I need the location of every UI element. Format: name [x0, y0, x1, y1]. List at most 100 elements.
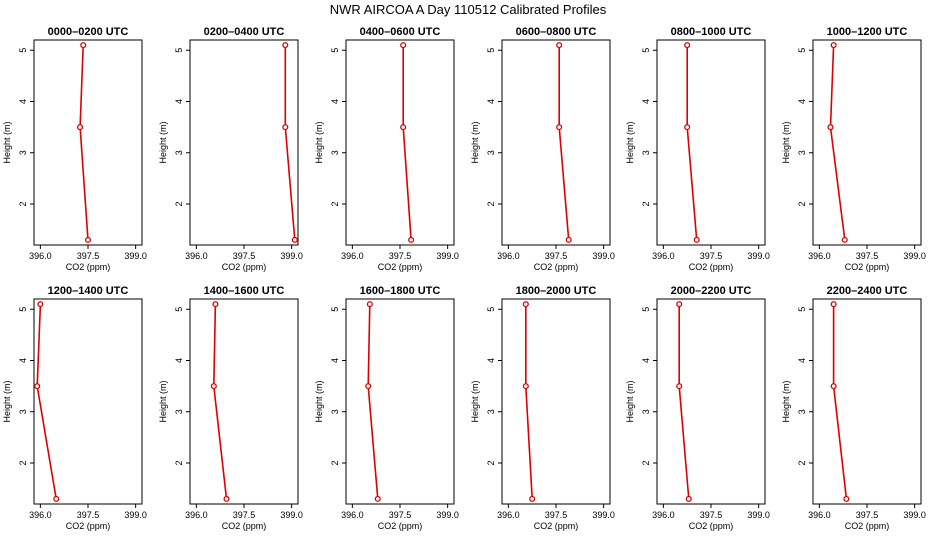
plot-frame [190, 40, 298, 245]
profile-line [526, 304, 532, 499]
y-tick-label: 3 [486, 150, 496, 155]
y-axis-label: Height (m) [314, 121, 324, 163]
x-tick-label: 399.0 [280, 251, 303, 261]
x-axis-label: CO2 (ppm) [222, 521, 267, 531]
y-tick-label: 5 [641, 48, 651, 53]
data-point [401, 43, 406, 48]
plot-frame [813, 299, 921, 504]
profile-line [214, 304, 227, 499]
figure-title: NWR AIRCOA A Day 110512 Calibrated Profi… [330, 2, 607, 17]
y-axis-label: Height (m) [314, 380, 324, 422]
panel-grid: 0000–0200 UTC 396.0 397.5 399.0 2 3 4 5 CO2 (ppm… [2, 26, 926, 531]
profile-line [368, 304, 378, 499]
x-tick-label: 396.0 [652, 510, 675, 520]
profile-panel: 0200–0400 UTC 396.0 397.5 399.0 2 3 4 5 CO2 (ppm… [158, 26, 303, 272]
y-tick-label: 4 [486, 358, 496, 363]
panel-title: 1600–1800 UTC [360, 285, 441, 297]
y-tick-label: 2 [797, 460, 807, 465]
profile-line [687, 45, 697, 240]
y-tick-label: 2 [174, 460, 184, 465]
x-tick-label: 397.5 [700, 510, 723, 520]
y-tick-label: 2 [18, 460, 28, 465]
y-axis-label: Height (m) [158, 121, 168, 163]
y-tick-label: 2 [641, 201, 651, 206]
y-tick-label: 3 [18, 150, 28, 155]
plot-frame [34, 40, 142, 245]
x-tick-label: 396.0 [497, 510, 520, 520]
data-point [401, 125, 406, 130]
y-tick-label: 2 [797, 201, 807, 206]
y-tick-label: 3 [330, 409, 340, 414]
x-tick-label: 399.0 [280, 510, 303, 520]
data-point [685, 125, 690, 130]
data-point [530, 496, 535, 501]
profile-line [559, 45, 569, 240]
y-tick-label: 3 [641, 409, 651, 414]
data-point [78, 125, 83, 130]
x-tick-label: 397.5 [77, 251, 100, 261]
y-tick-label: 4 [797, 358, 807, 363]
panel-title: 0400–0600 UTC [360, 26, 441, 38]
data-point [366, 384, 371, 389]
data-point [566, 237, 571, 242]
x-tick-label: 399.0 [436, 251, 459, 261]
x-tick-label: 397.5 [545, 251, 568, 261]
x-tick-label: 396.0 [497, 251, 520, 261]
y-tick-label: 5 [174, 48, 184, 53]
x-tick-label: 396.0 [808, 510, 831, 520]
x-axis-label: CO2 (ppm) [66, 262, 111, 272]
x-tick-label: 399.0 [124, 251, 147, 261]
data-point [686, 496, 691, 501]
y-tick-label: 5 [797, 307, 807, 312]
x-tick-label: 399.0 [903, 510, 926, 520]
y-tick-label: 5 [18, 48, 28, 53]
plot-frame [657, 299, 765, 504]
y-tick-label: 2 [174, 201, 184, 206]
profile-panel: 1600–1800 UTC 396.0 397.5 399.0 2 3 4 5 CO2 (ppm… [314, 285, 459, 531]
data-point [367, 302, 372, 307]
x-tick-label: 396.0 [341, 251, 364, 261]
x-axis-label: CO2 (ppm) [378, 521, 423, 531]
y-tick-label: 3 [174, 150, 184, 155]
x-tick-label: 396.0 [652, 251, 675, 261]
y-tick-label: 4 [641, 99, 651, 104]
data-point [38, 302, 43, 307]
panel-title: 2000–2200 UTC [671, 285, 752, 297]
x-tick-label: 399.0 [436, 510, 459, 520]
profile-panel: 0600–0800 UTC 396.0 397.5 399.0 2 3 4 5 CO2 (ppm… [470, 26, 615, 272]
profile-panel: 2000–2200 UTC 396.0 397.5 399.0 2 3 4 5 CO2 (ppm… [625, 285, 770, 531]
y-tick-label: 5 [174, 307, 184, 312]
data-point [283, 43, 288, 48]
y-tick-label: 2 [330, 201, 340, 206]
y-tick-label: 4 [330, 99, 340, 104]
panel-title: 1400–1600 UTC [204, 285, 285, 297]
data-point [54, 496, 59, 501]
data-point [213, 302, 218, 307]
profile-panel: 1400–1600 UTC 396.0 397.5 399.0 2 3 4 5 CO2 (ppm… [158, 285, 303, 531]
x-tick-label: 396.0 [341, 510, 364, 520]
profile-panel: 1800–2000 UTC 396.0 397.5 399.0 2 3 4 5 CO2 (ppm… [470, 285, 615, 531]
y-axis-label: Height (m) [781, 121, 791, 163]
y-tick-label: 3 [797, 409, 807, 414]
y-tick-label: 4 [18, 358, 28, 363]
y-tick-label: 2 [641, 460, 651, 465]
x-tick-label: 397.5 [856, 510, 879, 520]
y-axis-label: Height (m) [781, 380, 791, 422]
y-tick-label: 5 [330, 48, 340, 53]
x-axis-label: CO2 (ppm) [845, 262, 890, 272]
plot-frame [34, 299, 142, 504]
x-tick-label: 396.0 [808, 251, 831, 261]
x-axis-label: CO2 (ppm) [66, 521, 111, 531]
y-tick-label: 5 [330, 307, 340, 312]
x-tick-label: 396.0 [29, 251, 52, 261]
x-tick-label: 397.5 [545, 510, 568, 520]
x-tick-label: 397.5 [77, 510, 100, 520]
profile-line [285, 45, 295, 240]
x-axis-label: CO2 (ppm) [689, 262, 734, 272]
y-tick-label: 5 [486, 307, 496, 312]
y-axis-label: Height (m) [625, 380, 635, 422]
profile-line [834, 304, 847, 499]
data-point [81, 43, 86, 48]
y-tick-label: 4 [174, 99, 184, 104]
